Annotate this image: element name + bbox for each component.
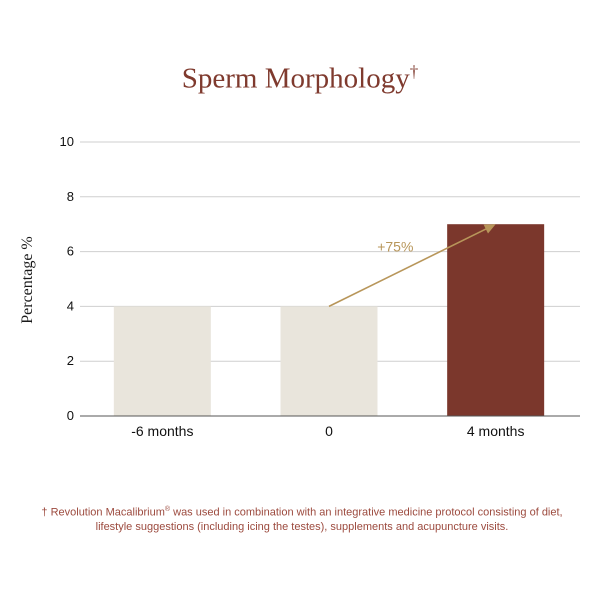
y-tick-label: 0 xyxy=(67,408,74,423)
growth-arrow-head xyxy=(483,224,496,234)
bar--6-months xyxy=(113,306,211,416)
registered-mark: ® xyxy=(164,506,171,513)
bar-4-months xyxy=(447,224,545,416)
y-tick-label: 10 xyxy=(60,134,74,149)
x-tick-label: -6 months xyxy=(131,423,193,439)
y-tick-label: 2 xyxy=(67,353,74,368)
footnote-text: was used in combination with an integrat… xyxy=(95,506,563,533)
chart-title: Sperm Morphology† xyxy=(0,62,600,96)
x-tick-label: 0 xyxy=(325,423,333,439)
bar-0 xyxy=(280,306,378,416)
chart-title-text: Sperm Morphology xyxy=(181,62,410,95)
title-dagger: † xyxy=(409,62,419,81)
x-tick-label: 4 months xyxy=(467,423,525,439)
y-tick-label: 4 xyxy=(67,298,74,313)
y-tick-label: 6 xyxy=(67,244,74,259)
growth-arrow-line xyxy=(328,224,495,308)
growth-annotation-label: +75% xyxy=(377,238,413,254)
y-tick-label: 8 xyxy=(67,189,74,204)
footnote-lead: † Revolution Macalibrium xyxy=(41,506,165,519)
footnote: † Revolution Macalibrium® was used in co… xyxy=(28,503,576,534)
